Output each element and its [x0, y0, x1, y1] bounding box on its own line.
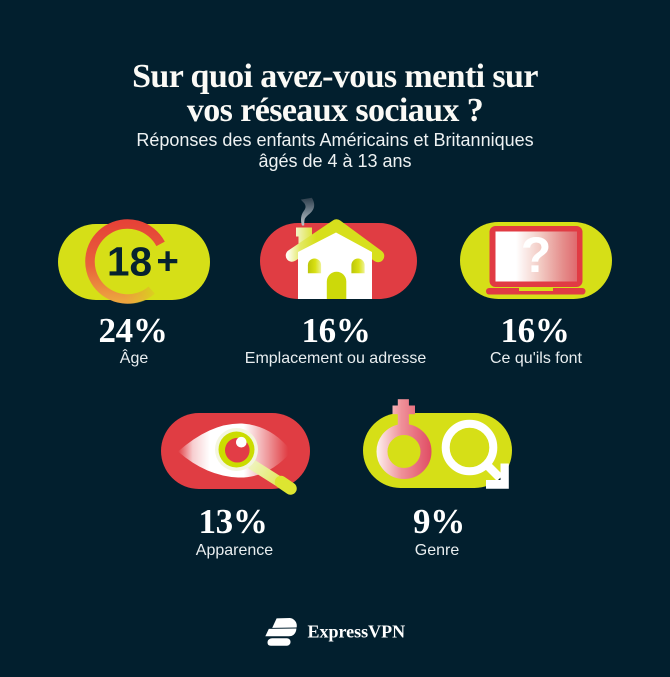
svg-text:?: ?	[521, 227, 552, 283]
svg-text:18: 18	[107, 238, 152, 284]
svg-text:ExpressVPN: ExpressVPN	[308, 621, 406, 641]
svg-text:+: +	[156, 240, 178, 283]
